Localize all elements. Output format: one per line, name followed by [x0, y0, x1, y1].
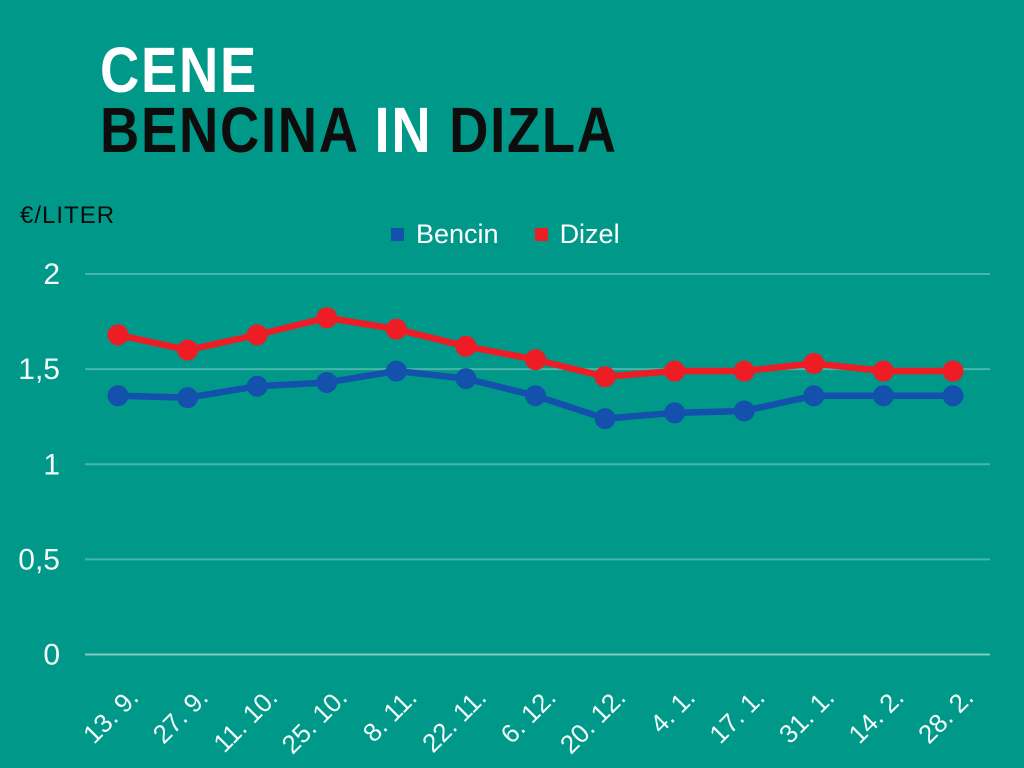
x-tick-label: 8. 11. [357, 682, 423, 748]
title-word-bencina: BENCINA [100, 94, 375, 166]
data-point-dizel [733, 360, 755, 382]
data-point-bencin [455, 368, 477, 390]
chart-legend: Bencin Dizel [391, 219, 620, 249]
data-point-bencin [385, 360, 407, 382]
data-point-bencin [246, 375, 268, 397]
title-word-dizla: DIZLA [432, 94, 618, 166]
data-point-dizel [316, 307, 338, 329]
data-point-bencin [107, 385, 129, 407]
data-point-dizel [455, 335, 477, 357]
data-point-bencin [594, 408, 616, 430]
data-point-bencin [177, 387, 199, 409]
data-point-dizel [524, 349, 546, 371]
title-word-cene: CENE [100, 34, 258, 106]
y-tick-label: 1,5 [18, 353, 60, 386]
y-tick-label: 0,5 [18, 543, 60, 576]
data-point-dizel [385, 318, 407, 340]
title-line-1: CENE [100, 38, 618, 102]
x-tick-label: 27. 9. [147, 682, 214, 749]
x-tick-label: 17. 1. [703, 682, 770, 749]
data-point-bencin [803, 385, 825, 407]
data-point-dizel [107, 324, 129, 346]
data-point-dizel [246, 324, 268, 346]
x-tick-label: 31. 1. [773, 682, 840, 749]
legend-item-bencin: Bencin [391, 219, 499, 250]
title-word-in: IN [374, 94, 433, 166]
data-point-dizel [942, 360, 964, 382]
y-axis-unit-label: €/LITER [20, 202, 116, 229]
data-point-dizel [664, 360, 686, 382]
data-point-bencin [664, 402, 686, 424]
data-point-bencin [524, 385, 546, 407]
x-tick-label: 22. 11. [416, 682, 492, 758]
x-tick-label: 11. 10. [207, 682, 283, 758]
data-point-bencin [942, 385, 964, 407]
title-line-2: BENCINA IN DIZLA [100, 98, 618, 162]
data-point-dizel [872, 360, 894, 382]
bencin-swatch-icon [391, 227, 404, 241]
x-tick-label: 4. 1. [644, 682, 701, 739]
x-tick-label: 13. 9. [77, 682, 144, 749]
x-tick-label: 14. 2. [842, 682, 909, 749]
data-point-bencin [872, 385, 894, 407]
y-tick-label: 2 [43, 258, 60, 291]
legend-label-dizel: Dizel [559, 218, 620, 249]
y-tick-label: 0 [43, 639, 60, 672]
x-tick-label: 25. 10. [276, 682, 353, 759]
data-point-bencin [316, 371, 338, 393]
x-tick-label: 28. 2. [912, 682, 979, 749]
x-tick-label: 6. 12. [495, 682, 562, 749]
data-point-dizel [594, 366, 616, 388]
legend-label-bencin: Bencin [416, 218, 499, 249]
data-point-dizel [803, 352, 825, 374]
page-title: CENE BENCINA IN DIZLA [100, 38, 618, 162]
y-tick-label: 1 [43, 448, 60, 481]
data-point-bencin [733, 400, 755, 422]
x-tick-label: 20. 12. [554, 682, 631, 759]
data-point-dizel [177, 339, 199, 361]
dizel-swatch-icon [534, 227, 548, 241]
legend-item-dizel: Dizel [534, 218, 620, 250]
